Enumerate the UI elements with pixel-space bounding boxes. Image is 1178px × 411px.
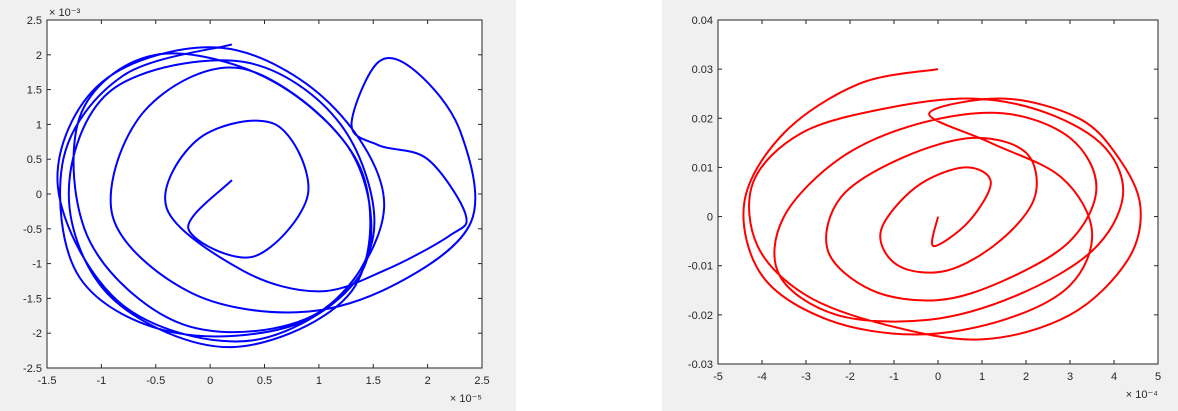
y-tick-label: -0.02	[688, 310, 713, 322]
y-tick-label: -0.5	[23, 224, 42, 236]
series-line-0	[742, 68, 1142, 341]
x-tick-label: -0.5	[146, 375, 165, 387]
x-tick-label: 1.5	[366, 375, 381, 387]
x-exponent-label: × 10⁻⁵	[450, 393, 482, 405]
x-tick-label: 4	[1111, 371, 1117, 383]
y-tick-label: 2	[36, 50, 42, 62]
y-tick-label: -0.03	[688, 359, 713, 371]
y-tick-label: 0	[707, 212, 713, 224]
x-tick-label: 3	[1067, 371, 1073, 383]
plot-right: -5 -4 -3 -2 -1 0 1 2 3 4 5 -0.03 -0.02 -0.01 0 0.01 0.02…	[688, 15, 1161, 401]
x-tick-label: -1.5	[38, 375, 57, 387]
x-tick-label: -3	[801, 371, 811, 383]
x-tick-label: -2	[845, 371, 855, 383]
y-tick-label: 0	[36, 189, 42, 201]
y-exponent-label: × 10⁻³	[49, 7, 81, 19]
series-line-0	[56, 43, 477, 349]
x-tick-label: -5	[713, 371, 723, 383]
y-tick-label: -1	[32, 259, 42, 271]
x-tick-label: 1	[979, 371, 985, 383]
y-tick-label: -0.01	[688, 261, 713, 273]
y-tick-label: 0.03	[692, 64, 713, 76]
x-tick-label: 2.5	[474, 375, 489, 387]
y-tick-label: -2.5	[23, 363, 42, 375]
y-tick-label: 1.5	[27, 85, 42, 97]
y-tick-label: 0.01	[692, 162, 713, 174]
plot-left: -1.5 -1 -0.5 0 0.5 1 1.5 2 2.5 -2.5 -2 -1.5 -1 -0.5 0 0…	[23, 7, 490, 405]
x-tick-label: 1	[316, 375, 322, 387]
y-tick-label: 0.04	[692, 15, 713, 27]
y-tick-label: 2.5	[27, 15, 42, 27]
y-tick-label: 0.02	[692, 113, 713, 125]
plot-area	[717, 19, 1159, 365]
y-tick-label: 1	[36, 119, 42, 131]
x-tick-label: -1	[96, 375, 106, 387]
x-tick-label: 2	[425, 375, 431, 387]
x-tick-label: 0	[935, 371, 941, 383]
x-exponent-label: × 10⁻⁴	[1126, 389, 1159, 401]
x-tick-label: -1	[889, 371, 899, 383]
x-tick-label: -4	[757, 371, 767, 383]
x-tick-label: 0	[207, 375, 213, 387]
x-tick-label: 2	[1023, 371, 1029, 383]
x-tick-label: 0.5	[257, 375, 272, 387]
y-tick-label: -1.5	[23, 293, 42, 305]
y-tick-label: 0.5	[27, 154, 42, 166]
y-tick-label: -2	[32, 328, 42, 340]
x-tick-label: 5	[1155, 371, 1161, 383]
